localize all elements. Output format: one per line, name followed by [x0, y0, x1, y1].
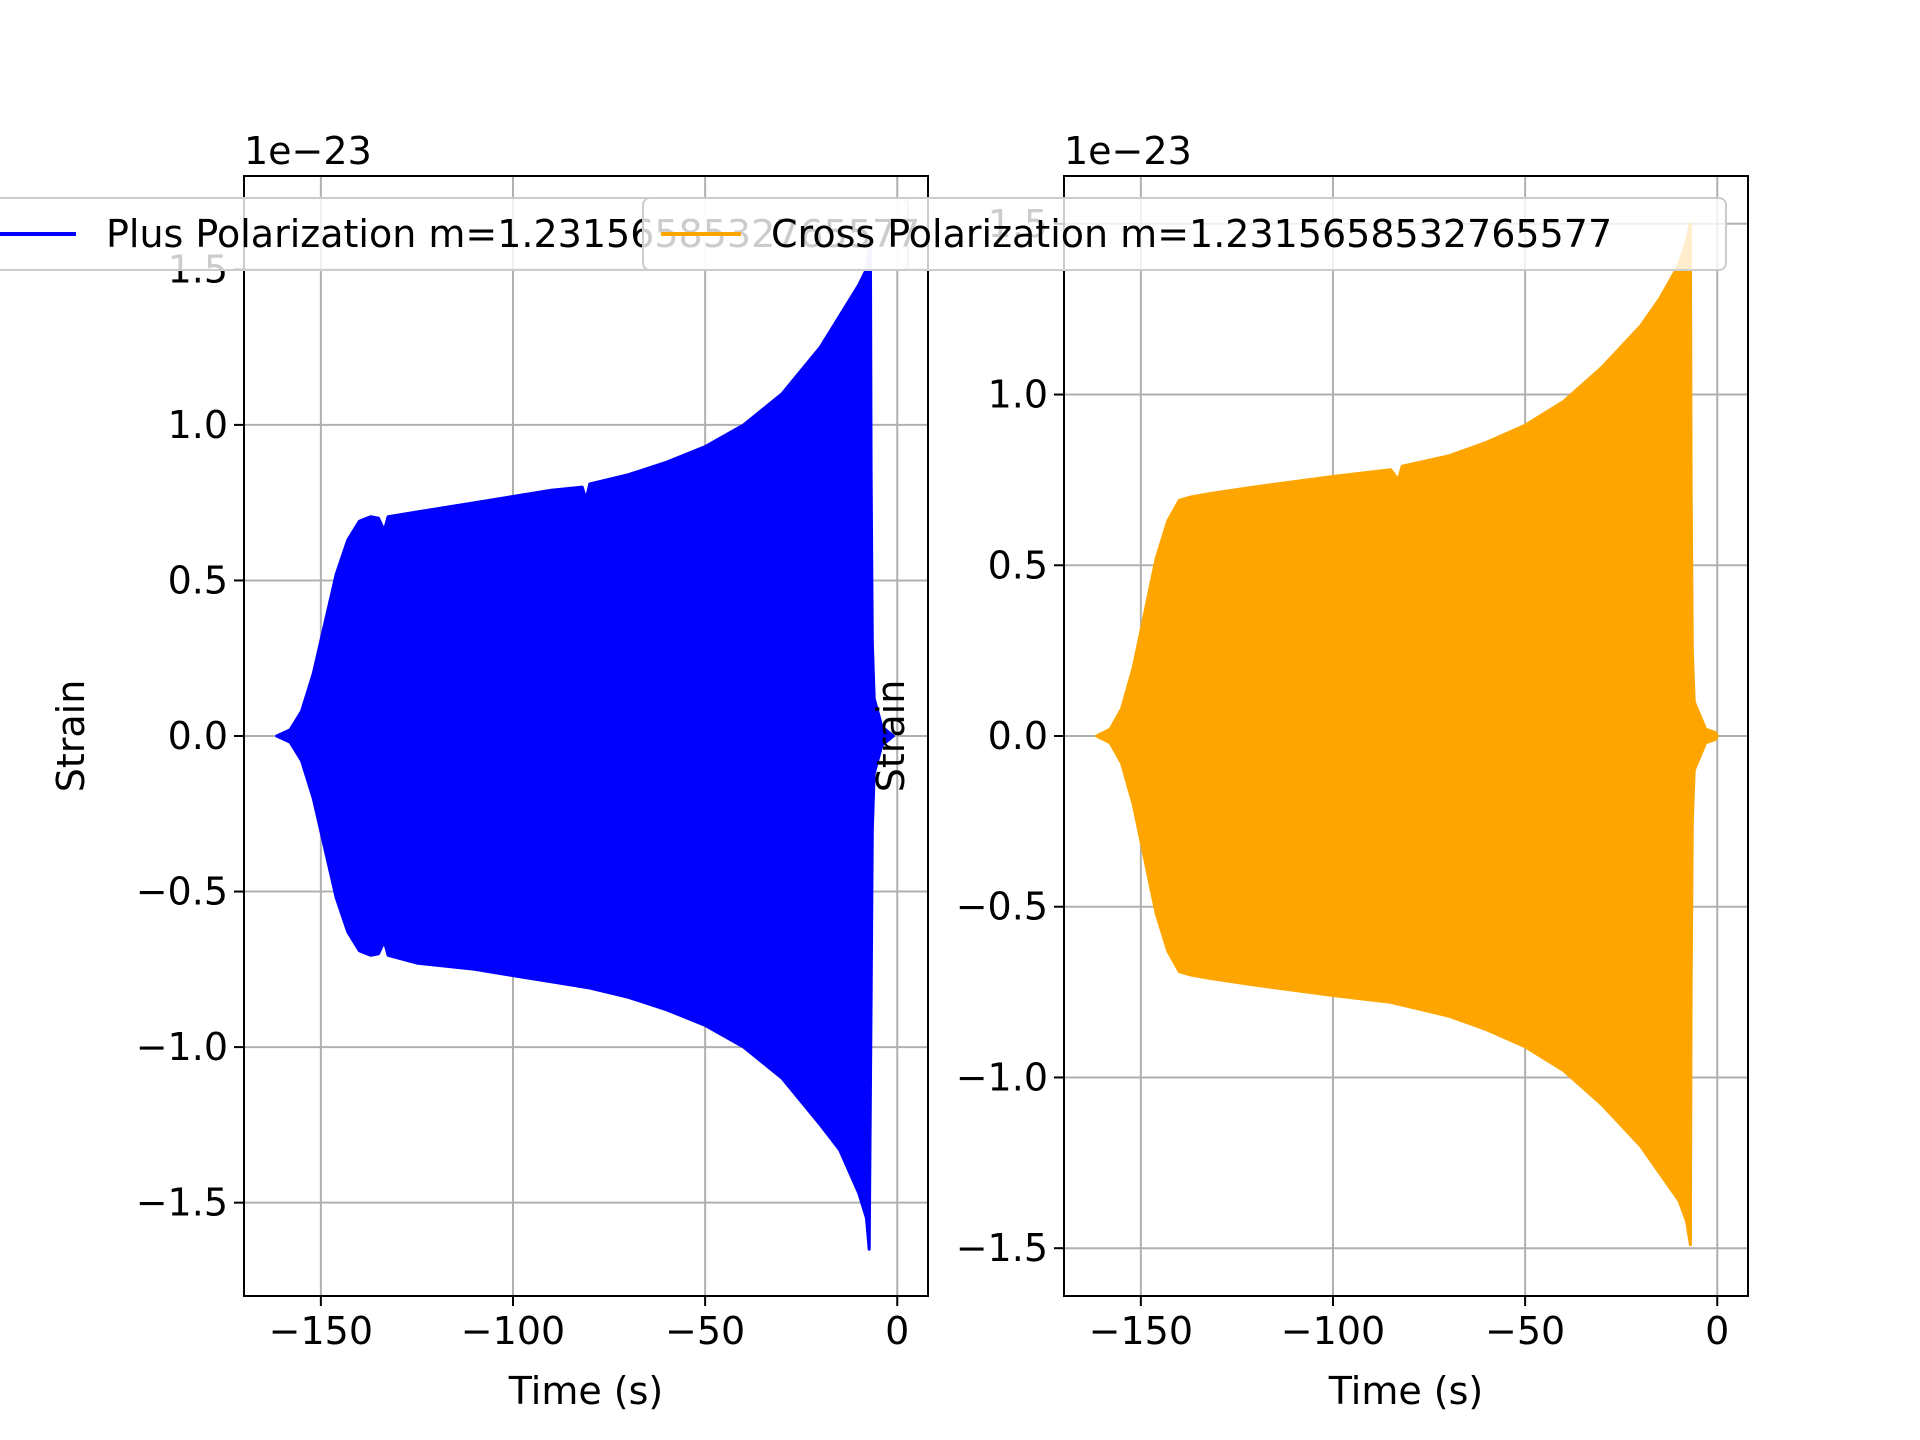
legend-box: [642, 197, 1727, 271]
x-tick-label: 0: [1705, 1309, 1729, 1353]
x-tick-label: −150: [269, 1309, 373, 1353]
y-tick-label: 0.0: [168, 714, 228, 758]
y-tick-label: −1.0: [136, 1025, 228, 1069]
legend-label: Cross Polarization m=1.2315658532765577: [771, 212, 1612, 256]
y-tick-label: 0.5: [988, 543, 1048, 587]
subplot-left: −150−100−500−1.5−1.0−0.50.00.51.01.51e−2…: [49, 129, 929, 1413]
offset-text: 1e−23: [244, 129, 372, 173]
x-tick-label: −50: [1485, 1309, 1565, 1353]
y-tick-label: 0.5: [168, 558, 228, 602]
legends: Plus Polarization m=1.2315658532765577Cr…: [0, 197, 1727, 271]
x-axis-label: Time (s): [1328, 1369, 1484, 1413]
y-tick-label: −1.5: [136, 1181, 228, 1225]
y-tick-label: 1.0: [168, 403, 228, 447]
legend-right: Cross Polarization m=1.2315658532765577: [642, 197, 1727, 271]
y-axis-label: Strain: [869, 680, 913, 793]
x-tick-label: −100: [1281, 1309, 1385, 1353]
subplots: −150−100−500−1.5−1.0−0.50.00.51.01.51e−2…: [49, 129, 1749, 1413]
x-tick-label: 0: [885, 1309, 909, 1353]
y-tick-label: 1.0: [988, 373, 1048, 417]
plot-area: [1095, 222, 1719, 1247]
series-0-waveform: [275, 236, 895, 1251]
plot-area: [275, 236, 895, 1251]
y-tick-label: −1.5: [956, 1226, 1048, 1270]
y-tick-label: −1.0: [956, 1055, 1048, 1099]
series-0-waveform: [1095, 222, 1719, 1247]
x-axis-label: Time (s): [508, 1369, 664, 1413]
x-tick-label: −50: [665, 1309, 745, 1353]
y-axis-label: Strain: [49, 680, 93, 793]
x-tick-label: −100: [461, 1309, 565, 1353]
y-tick-label: 0.0: [988, 714, 1048, 758]
y-tick-label: −0.5: [956, 885, 1048, 929]
subplot-right: −150−100−500−1.5−1.0−0.50.00.51.01.51e−2…: [869, 129, 1749, 1413]
x-tick-label: −150: [1089, 1309, 1193, 1353]
y-tick-label: −0.5: [136, 870, 228, 914]
offset-text: 1e−23: [1064, 129, 1192, 173]
